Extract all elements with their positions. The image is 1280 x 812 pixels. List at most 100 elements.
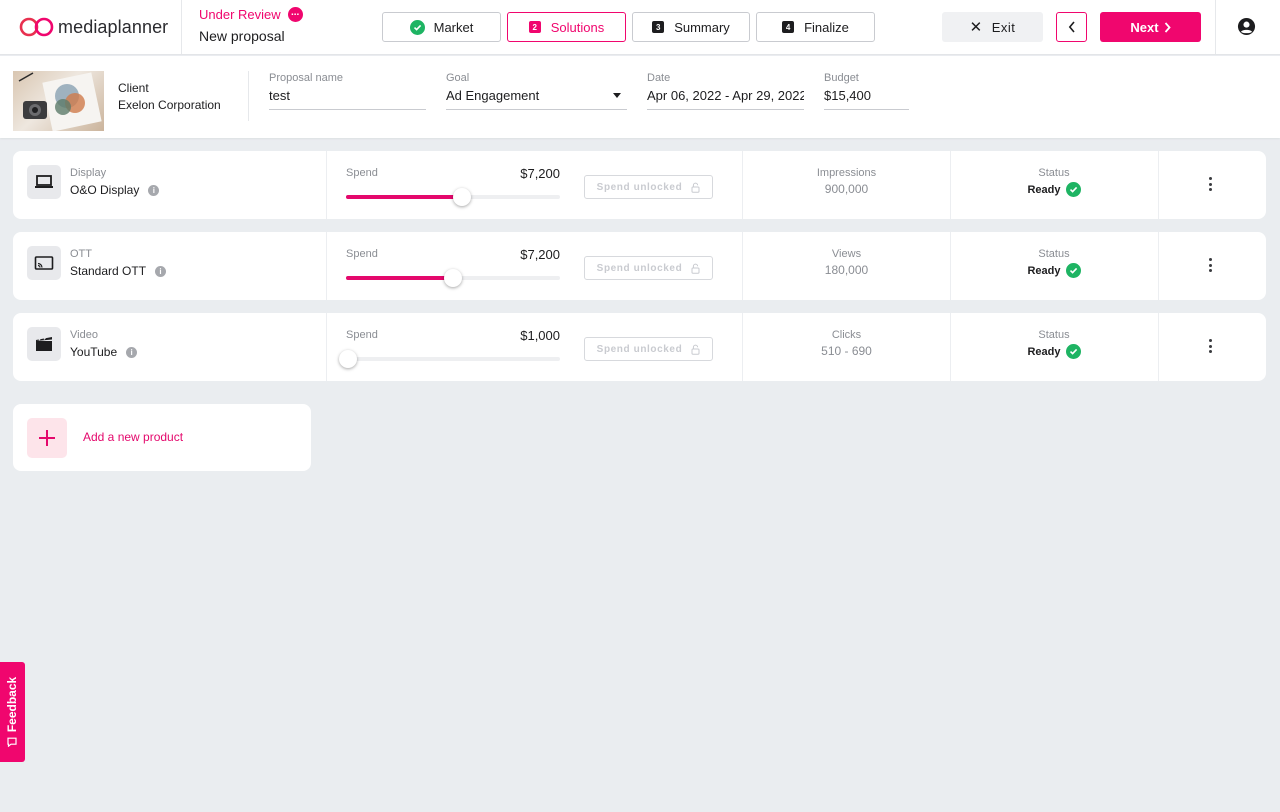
check-circle-icon [1065, 263, 1081, 278]
divider [742, 151, 743, 219]
goal-select[interactable]: Ad Engagement [446, 85, 627, 110]
chevron-right-icon [1164, 21, 1171, 33]
spend-unlocked-button[interactable]: Spend unlocked [584, 175, 713, 199]
product-category: Video [70, 329, 98, 341]
status-value: Ready [1027, 264, 1061, 277]
step-label: Finalize [804, 19, 849, 35]
spend-slider-handle[interactable] [444, 269, 462, 287]
unlock-icon [691, 263, 700, 274]
spend-slider[interactable] [346, 269, 560, 287]
divider [181, 0, 182, 54]
unlock-label: Spend unlocked [596, 181, 683, 193]
kebab-menu-icon[interactable] [1205, 256, 1215, 274]
metric-value: 510 - 690 [821, 344, 872, 358]
spend-unlocked-button[interactable]: Spend unlocked [584, 337, 713, 361]
spend-unlocked-button[interactable]: Spend unlocked [584, 256, 713, 280]
client-image [13, 71, 104, 131]
info-icon[interactable]: i [148, 184, 160, 196]
exit-button[interactable]: ✕ Exit [942, 12, 1043, 42]
proposal-name-input[interactable]: test [269, 85, 426, 110]
spend-value: $7,200 [520, 166, 560, 181]
metric-value: 180,000 [824, 263, 869, 277]
divider [326, 151, 327, 219]
proposal-name-field[interactable]: Proposal name test [269, 72, 426, 110]
step-solutions[interactable]: 2 Solutions [507, 12, 626, 42]
budget-field[interactable]: Budget $15,400 [824, 72, 909, 110]
top-bar: mediaplanner Under Review ... New propos… [0, 0, 1280, 55]
next-label: Next [1130, 19, 1159, 35]
product-name: Standard OTT [70, 264, 147, 278]
chevron-left-icon [1068, 21, 1075, 33]
spend-slider[interactable] [339, 350, 560, 368]
feedback-icon [7, 737, 17, 748]
spend-slider-fill [346, 276, 453, 280]
dropdown-arrow-icon [613, 93, 621, 98]
goal-label: Goal [446, 72, 470, 84]
proposal-info-bar: Client Exelon Corporation Proposal name … [0, 56, 1280, 138]
status-label: Status [1038, 167, 1070, 179]
goal-field[interactable]: Goal Ad Engagement [446, 72, 627, 110]
status-badge: Ready [1027, 344, 1081, 359]
back-button[interactable] [1056, 12, 1087, 42]
check-circle-icon [1065, 182, 1081, 197]
spend-slider-handle[interactable] [452, 188, 471, 206]
product-card: Display O&O Display i Spend $7,200 Spend… [13, 151, 1266, 219]
info-icon[interactable]: i [126, 346, 138, 358]
date-field[interactable]: Date Apr 06, 2022 - Apr 29, 2022 [647, 72, 804, 110]
spend-slider-handle[interactable] [339, 350, 358, 368]
plus-icon [27, 418, 67, 458]
mediaplanner-logo[interactable]: mediaplanner [19, 14, 168, 40]
step-number: 3 [652, 21, 665, 33]
add-product-card[interactable]: Add a new product [13, 404, 311, 471]
add-product-label: Add a new product [83, 430, 184, 444]
laptop-icon [27, 165, 61, 199]
date-label: Date [647, 72, 671, 84]
divider [1215, 0, 1216, 54]
step-label: Summary [674, 19, 730, 35]
step-number: 2 [528, 21, 541, 33]
divider [1158, 232, 1159, 300]
divider [326, 313, 327, 381]
divider [742, 313, 743, 381]
client-label: Client [118, 81, 149, 95]
spend-slider[interactable] [346, 188, 560, 206]
status-label: Status [1038, 329, 1070, 341]
date-range-input[interactable]: Apr 06, 2022 - Apr 29, 2022 [647, 85, 804, 110]
review-status: Under Review [199, 7, 281, 22]
divider [950, 151, 951, 219]
metric-label: Views [831, 248, 862, 260]
divider [742, 232, 743, 300]
check-circle-icon [1065, 344, 1081, 359]
step-label: Solutions [550, 19, 605, 35]
kebab-menu-icon[interactable] [1205, 337, 1215, 355]
product-card: Video YouTube i Spend $1,000 Spend unloc… [13, 313, 1266, 381]
logo-text: mediaplanner [58, 16, 169, 37]
metric-value: 900,000 [824, 182, 869, 196]
divider [1158, 313, 1159, 381]
exit-label: Exit [991, 19, 1016, 35]
status-label: Status [1038, 248, 1070, 260]
budget-input[interactable]: $15,400 [824, 85, 909, 110]
more-options-icon[interactable]: ... [287, 7, 303, 22]
info-icon[interactable]: i [155, 265, 167, 277]
step-market[interactable]: Market [382, 12, 501, 42]
spend-label: Spend [346, 329, 378, 341]
product-name: YouTube [70, 345, 118, 359]
client-name: Exelon Corporation [118, 98, 221, 112]
feedback-tab[interactable]: Feedback [0, 662, 25, 762]
step-finalize[interactable]: 4 Finalize [756, 12, 875, 42]
logo-icon [19, 17, 54, 37]
divider [950, 232, 951, 300]
unlock-icon [691, 182, 700, 193]
kebab-menu-icon[interactable] [1205, 175, 1215, 193]
divider [248, 71, 249, 121]
check-circle-icon [409, 19, 425, 35]
metric-label: Impressions [816, 167, 877, 179]
divider [950, 313, 951, 381]
user-account-icon[interactable] [1237, 17, 1256, 36]
close-icon: ✕ [969, 19, 983, 36]
proposal-title: New proposal [199, 28, 285, 44]
spend-label: Spend [346, 248, 378, 260]
step-summary[interactable]: 3 Summary [632, 12, 750, 42]
next-button[interactable]: Next [1100, 12, 1201, 42]
